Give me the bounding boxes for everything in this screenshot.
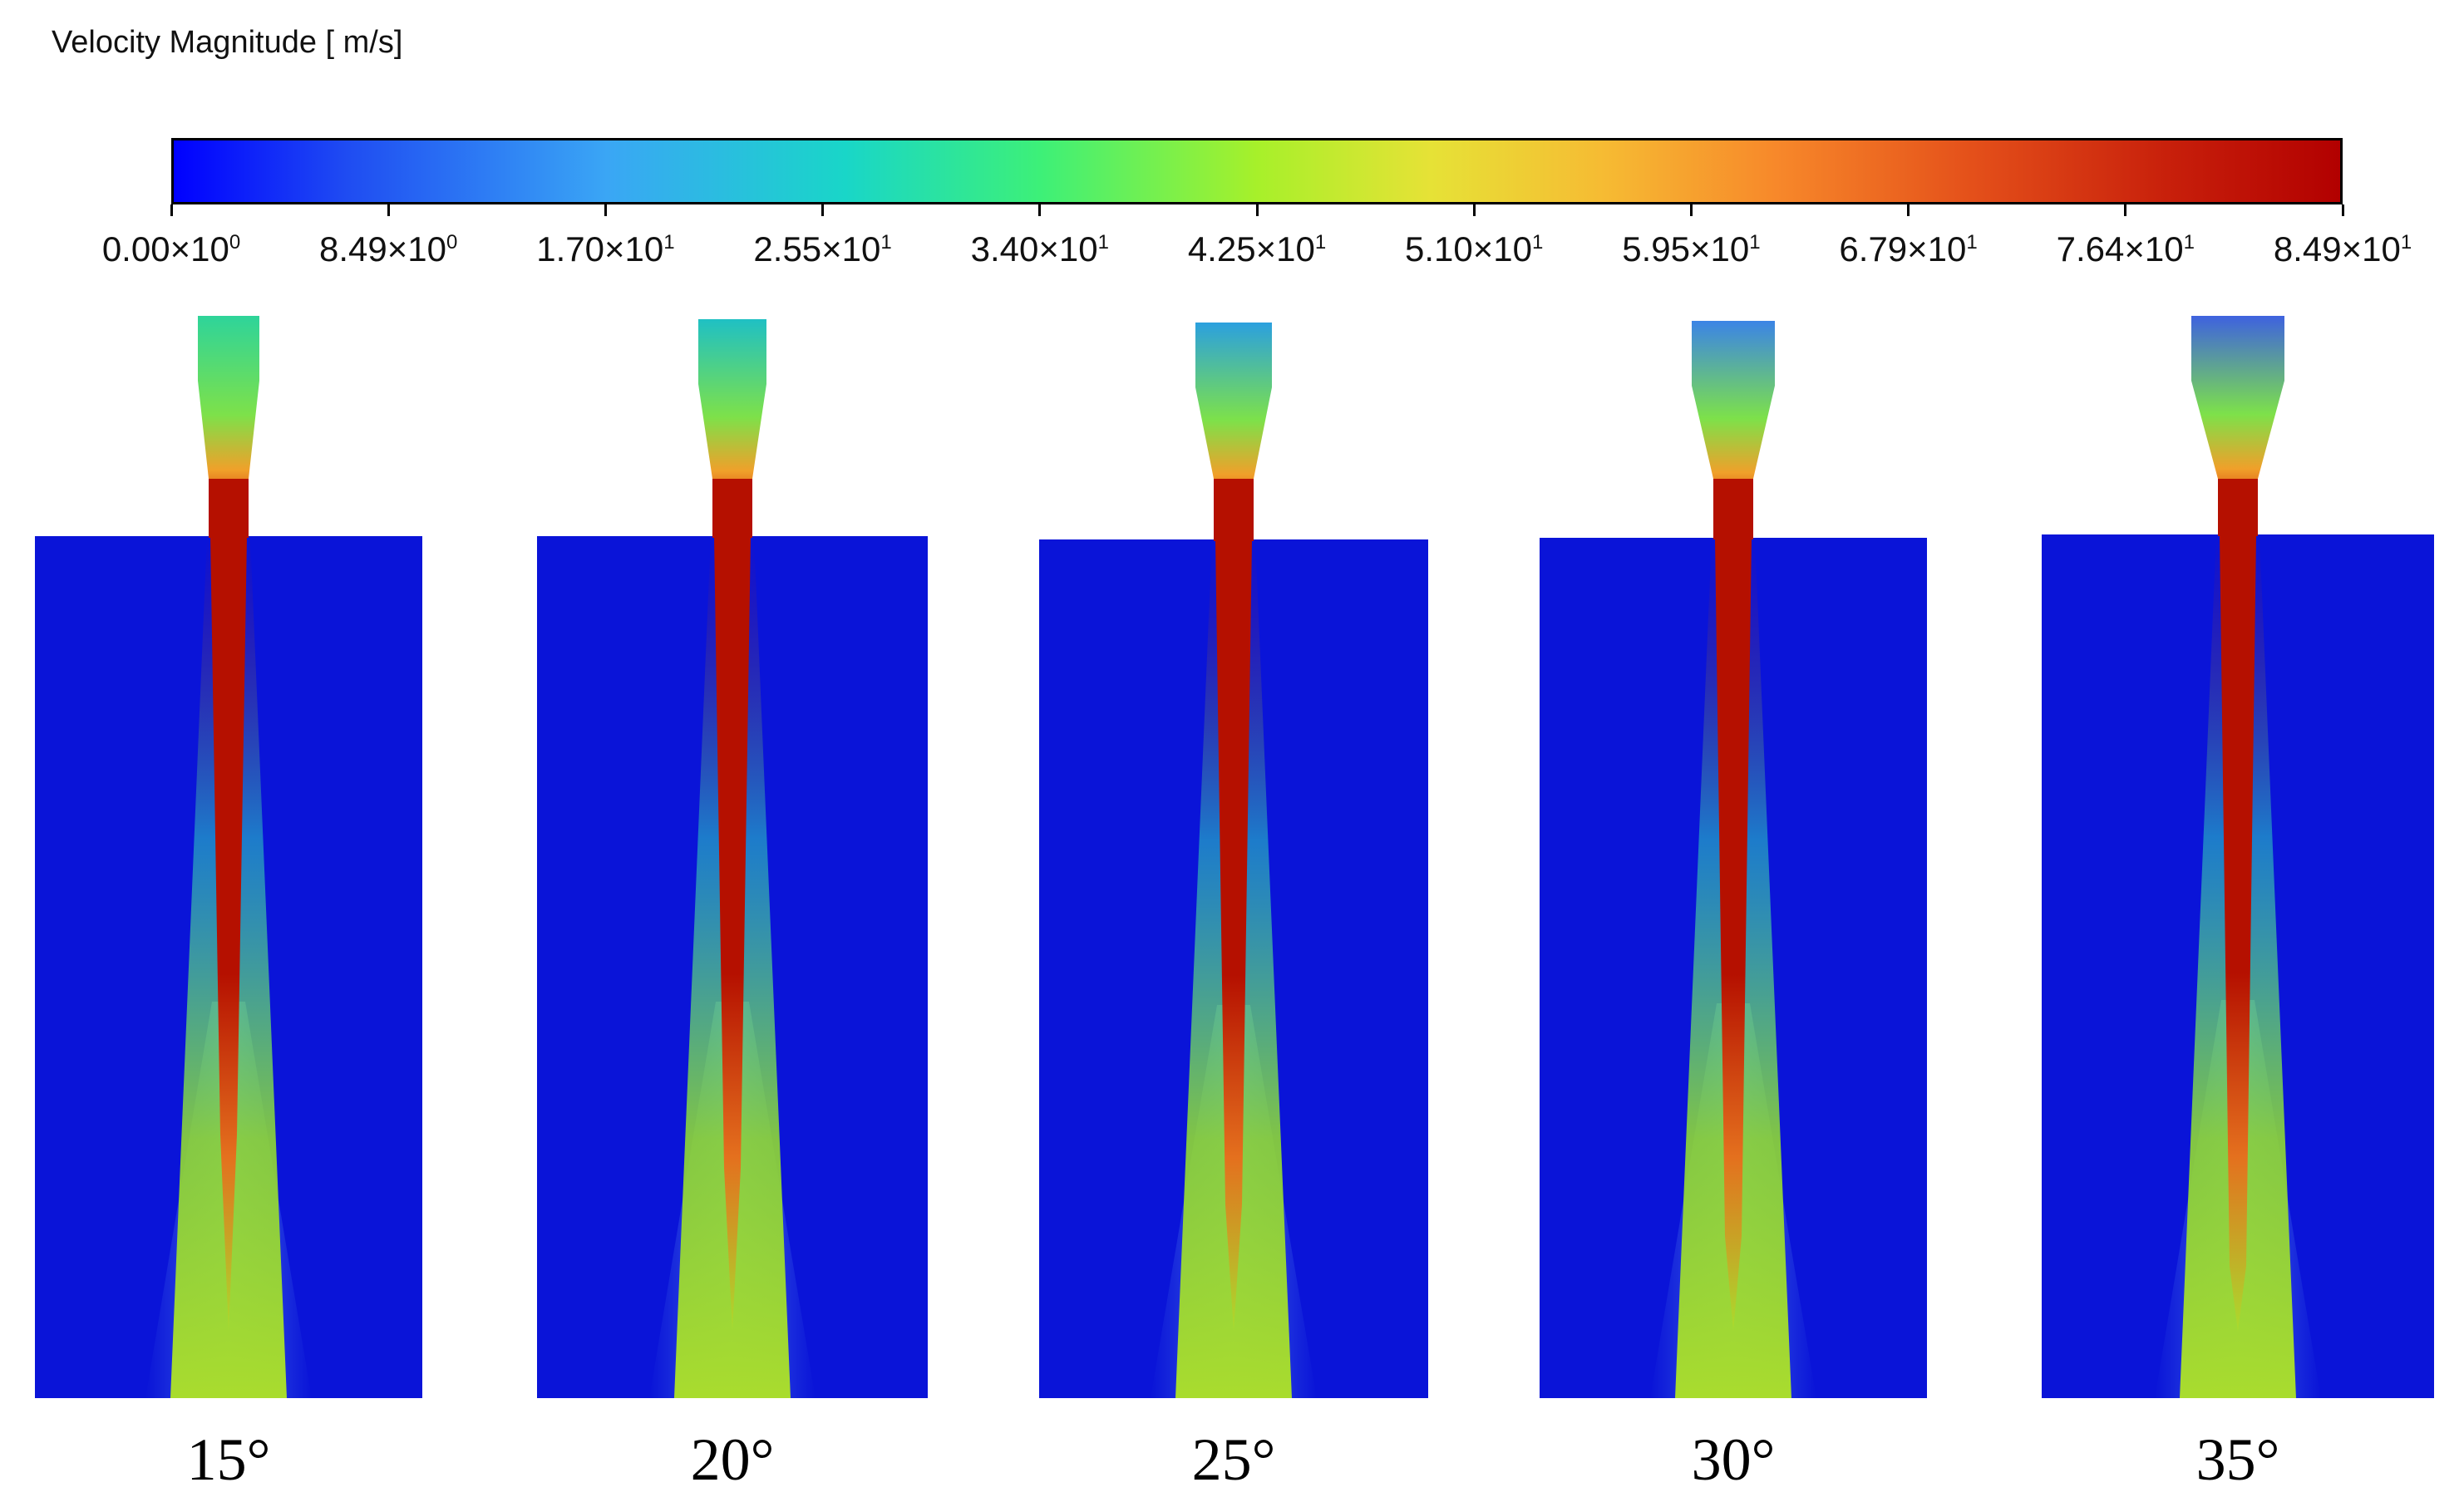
cone-angle-label: 20° bbox=[691, 1426, 775, 1493]
nozzle-throat bbox=[1214, 479, 1254, 541]
colorbar-tick-label: 1.70×101 bbox=[536, 229, 675, 268]
jet-core bbox=[714, 536, 751, 1332]
contour-panel: 30° bbox=[1540, 321, 1927, 1493]
colorbar-tick bbox=[1689, 204, 1693, 216]
jet-core bbox=[1215, 539, 1252, 1332]
nozzle-throat bbox=[712, 479, 752, 538]
colorbar-tick bbox=[2124, 204, 2127, 216]
colorbar-tick bbox=[1907, 204, 1910, 216]
colorbar-tick-label: 6.79×101 bbox=[1839, 229, 1978, 268]
colorbar-gradient bbox=[171, 138, 2343, 204]
colorbar-tick-label: 4.25×101 bbox=[1187, 229, 1327, 268]
colorbar-tick-label: 7.64×101 bbox=[2056, 229, 2195, 268]
colorbar-tick bbox=[1472, 204, 1476, 216]
colorbar-tick-label: 3.40×101 bbox=[970, 229, 1109, 268]
cone-angle-label: 30° bbox=[1692, 1426, 1776, 1493]
colorbar-tick bbox=[604, 204, 607, 216]
nozzle-throat bbox=[2218, 479, 2258, 536]
colorbar-tick bbox=[1255, 204, 1259, 216]
jet-core bbox=[1715, 538, 1752, 1332]
jet-core bbox=[210, 536, 247, 1332]
colorbar-tick-label: 8.49×100 bbox=[319, 229, 458, 268]
nozzle bbox=[1692, 321, 1775, 538]
colorbar-tick bbox=[1038, 204, 1042, 216]
nozzle bbox=[2191, 316, 2284, 534]
contour-panel: 15° bbox=[35, 316, 422, 1493]
colorbar-title: Velocity Magnitude [ m/s] bbox=[52, 25, 403, 60]
colorbar-tick bbox=[821, 204, 825, 216]
colorbar-tick bbox=[170, 204, 173, 216]
colorbar-tick-label: 2.55×101 bbox=[753, 229, 892, 268]
colorbar-tick-label: 5.10×101 bbox=[1405, 229, 1544, 268]
colorbar-tick-label: 0.00×100 bbox=[101, 229, 241, 268]
contour-panel: 35° bbox=[2042, 316, 2434, 1493]
contour-panel: 25° bbox=[1039, 323, 1428, 1493]
colorbar-tick bbox=[387, 204, 390, 216]
nozzle-throat bbox=[209, 479, 249, 538]
colorbar-tick-label: 5.95×101 bbox=[1622, 229, 1761, 268]
cone-angle-label: 15° bbox=[187, 1426, 271, 1493]
contour-panel: 20° bbox=[537, 319, 928, 1493]
nozzle-throat bbox=[1713, 479, 1753, 539]
colorbar-tick-label: 8.49×101 bbox=[2273, 229, 2412, 268]
cone-angle-label: 25° bbox=[1192, 1426, 1276, 1493]
jet-core bbox=[2220, 534, 2256, 1332]
cone-angle-label: 35° bbox=[2196, 1426, 2280, 1493]
colorbar-tick bbox=[2341, 204, 2344, 216]
